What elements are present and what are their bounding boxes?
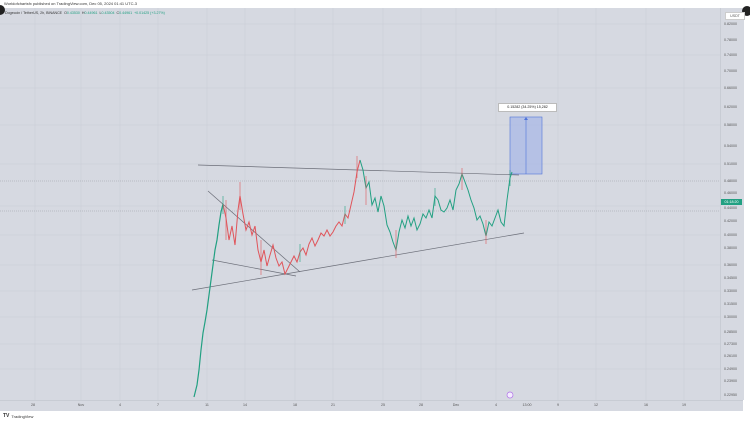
x-tick: 28 bbox=[419, 403, 423, 407]
x-tick: 19 bbox=[682, 403, 686, 407]
x-tick: 7 bbox=[157, 403, 159, 407]
brand-name: TradingView bbox=[11, 413, 34, 419]
ohlc-open: 0.43530 bbox=[66, 11, 80, 15]
y-tick: 0.22950 bbox=[724, 393, 737, 397]
y-tick: 0.33000 bbox=[724, 289, 737, 293]
ohlc-close: 0.44961 bbox=[119, 11, 133, 15]
y-tick: 0.40000 bbox=[724, 233, 737, 237]
x-tick: 4 bbox=[119, 403, 121, 407]
y-tick: 0.31500 bbox=[724, 302, 737, 306]
y-tick: 0.46000 bbox=[724, 191, 737, 195]
y-tick: 0.74000 bbox=[724, 53, 737, 57]
y-tick: 0.78000 bbox=[724, 38, 737, 42]
y-tick: 0.54000 bbox=[724, 144, 737, 148]
corner-dot bbox=[742, 6, 750, 16]
x-tick: 21 bbox=[331, 403, 335, 407]
x-tick: 13:00 bbox=[522, 403, 532, 407]
grid-lines bbox=[0, 8, 720, 400]
y-tick: 0.51000 bbox=[724, 162, 737, 166]
y-tick: 0.66000 bbox=[724, 86, 737, 90]
y-tick: 0.42000 bbox=[724, 219, 737, 223]
y-tick: 0.62000 bbox=[724, 105, 737, 109]
current-price-countdown: 01:18:20 bbox=[721, 199, 742, 205]
symbol-name: Dogecoin / TetherUS, 2h, BINANCE bbox=[5, 11, 63, 15]
symbol-legend[interactable]: Dogecoin / TetherUS, 2h, BINANCE O0.4353… bbox=[5, 11, 165, 15]
y-tick: 0.82000 bbox=[724, 22, 737, 26]
x-tick: Nov bbox=[77, 403, 85, 407]
candles bbox=[193, 156, 513, 398]
tradingview-logo-icon: TV bbox=[3, 413, 10, 419]
x-tick: Dec bbox=[452, 403, 460, 407]
ohlc-high: 0.44961 bbox=[84, 11, 98, 15]
y-tick: 0.23900 bbox=[724, 379, 737, 383]
event-marker-icon bbox=[506, 391, 514, 399]
trendlines bbox=[191, 164, 525, 291]
avatar-dot bbox=[0, 5, 5, 15]
tradingview-brand[interactable]: TV TradingView bbox=[3, 413, 33, 419]
y-tick: 0.27300 bbox=[724, 342, 737, 346]
y-tick: 0.24900 bbox=[724, 367, 737, 371]
y-tick: 0.70000 bbox=[724, 69, 737, 73]
y-tick: 0.34500 bbox=[724, 276, 737, 280]
x-tick: 12 bbox=[594, 403, 598, 407]
price-range-label: 0.15282 (34.25%) 15,282 bbox=[498, 103, 557, 112]
y-tick: 0.26100 bbox=[724, 354, 737, 358]
time-axis[interactable] bbox=[0, 400, 743, 411]
x-tick: 25 bbox=[381, 403, 385, 407]
y-tick: 0.38000 bbox=[724, 246, 737, 250]
y-tick: 0.44000 bbox=[724, 206, 737, 210]
x-tick: 28 bbox=[31, 403, 35, 407]
ohlc-change: +0.01425 (+3.27%) bbox=[134, 11, 165, 15]
ohlc-low: 0.43504 bbox=[101, 11, 115, 15]
x-tick: 9 bbox=[557, 403, 559, 407]
x-tick: 11 bbox=[205, 403, 209, 407]
publisher-line: Worldofchartsfx published on TradingView… bbox=[4, 1, 138, 6]
y-tick: 0.48000 bbox=[724, 179, 737, 183]
y-tick: 0.36000 bbox=[724, 263, 737, 267]
currency-unit-button[interactable]: USDT bbox=[725, 12, 745, 20]
x-tick: 4 bbox=[495, 403, 497, 407]
x-tick: 16 bbox=[644, 403, 648, 407]
y-tick: 0.58000 bbox=[724, 123, 737, 127]
x-tick: 18 bbox=[293, 403, 297, 407]
x-tick: 14 bbox=[243, 403, 247, 407]
y-tick: 0.28500 bbox=[724, 330, 737, 334]
y-tick: 0.30000 bbox=[724, 315, 737, 319]
